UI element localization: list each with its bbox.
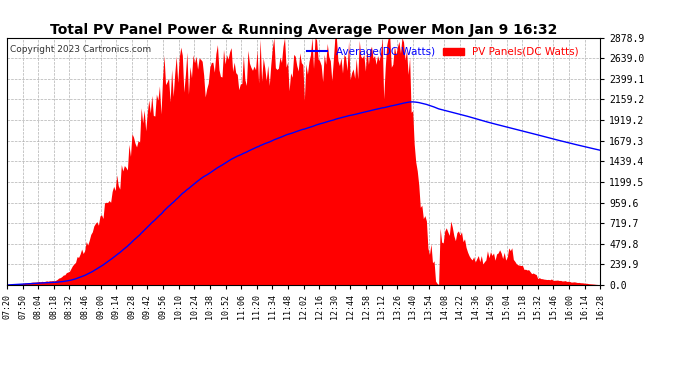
Text: Copyright 2023 Cartronics.com: Copyright 2023 Cartronics.com xyxy=(10,45,151,54)
Title: Total PV Panel Power & Running Average Power Mon Jan 9 16:32: Total PV Panel Power & Running Average P… xyxy=(50,24,558,38)
Legend: Average(DC Watts), PV Panels(DC Watts): Average(DC Watts), PV Panels(DC Watts) xyxy=(302,43,583,61)
